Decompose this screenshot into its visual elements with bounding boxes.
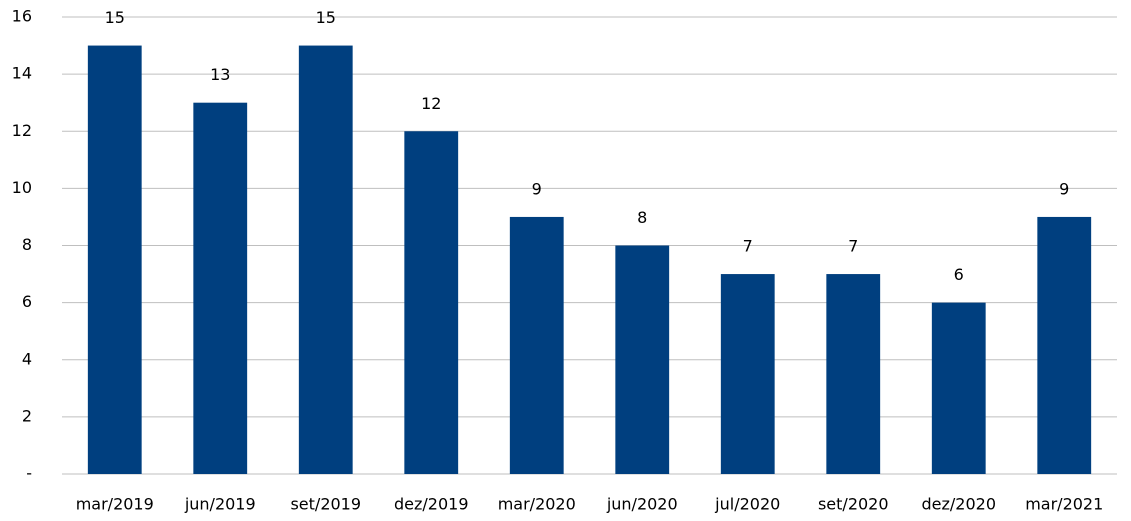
y-tick-label: 2 [22,406,32,425]
bar [720,274,775,474]
y-tick-label: 10 [12,178,32,197]
data-label: 15 [105,8,125,27]
y-tick-label: 16 [12,7,32,26]
y-tick-label: 6 [22,292,32,311]
y-tick-label: 8 [22,235,32,254]
y-tick-label: 14 [12,64,32,83]
data-label: 7 [743,237,753,256]
x-tick-label: mar/2021 [1025,495,1103,514]
y-tick-label: - [26,464,32,483]
x-tick-label: set/2020 [818,495,889,514]
x-tick-label: mar/2019 [76,495,154,514]
data-label: 8 [637,208,647,227]
bar [404,131,459,474]
bar [87,45,142,474]
bar [931,302,986,474]
data-label: 7 [848,237,858,256]
bar [826,274,881,474]
bar [193,102,248,474]
data-label: 9 [532,179,542,198]
x-tick-label: dez/2020 [921,495,996,514]
bar [1037,216,1092,474]
data-label: 12 [421,94,441,113]
bar [509,216,564,474]
y-tick-label: 12 [12,121,32,140]
data-label: 6 [954,265,964,284]
x-tick-label: dez/2019 [394,495,469,514]
x-tick-label: jul/2020 [714,495,780,514]
bar [298,45,353,474]
y-tick-label: 4 [22,349,32,368]
data-label: 13 [210,65,230,84]
data-label: 9 [1059,179,1069,198]
x-tick-label: jun/2019 [184,495,256,514]
x-tick-label: mar/2020 [498,495,576,514]
x-tick-label: jun/2020 [606,495,678,514]
bar [615,245,670,474]
x-tick-label: set/2019 [290,495,361,514]
data-label: 15 [316,8,336,27]
